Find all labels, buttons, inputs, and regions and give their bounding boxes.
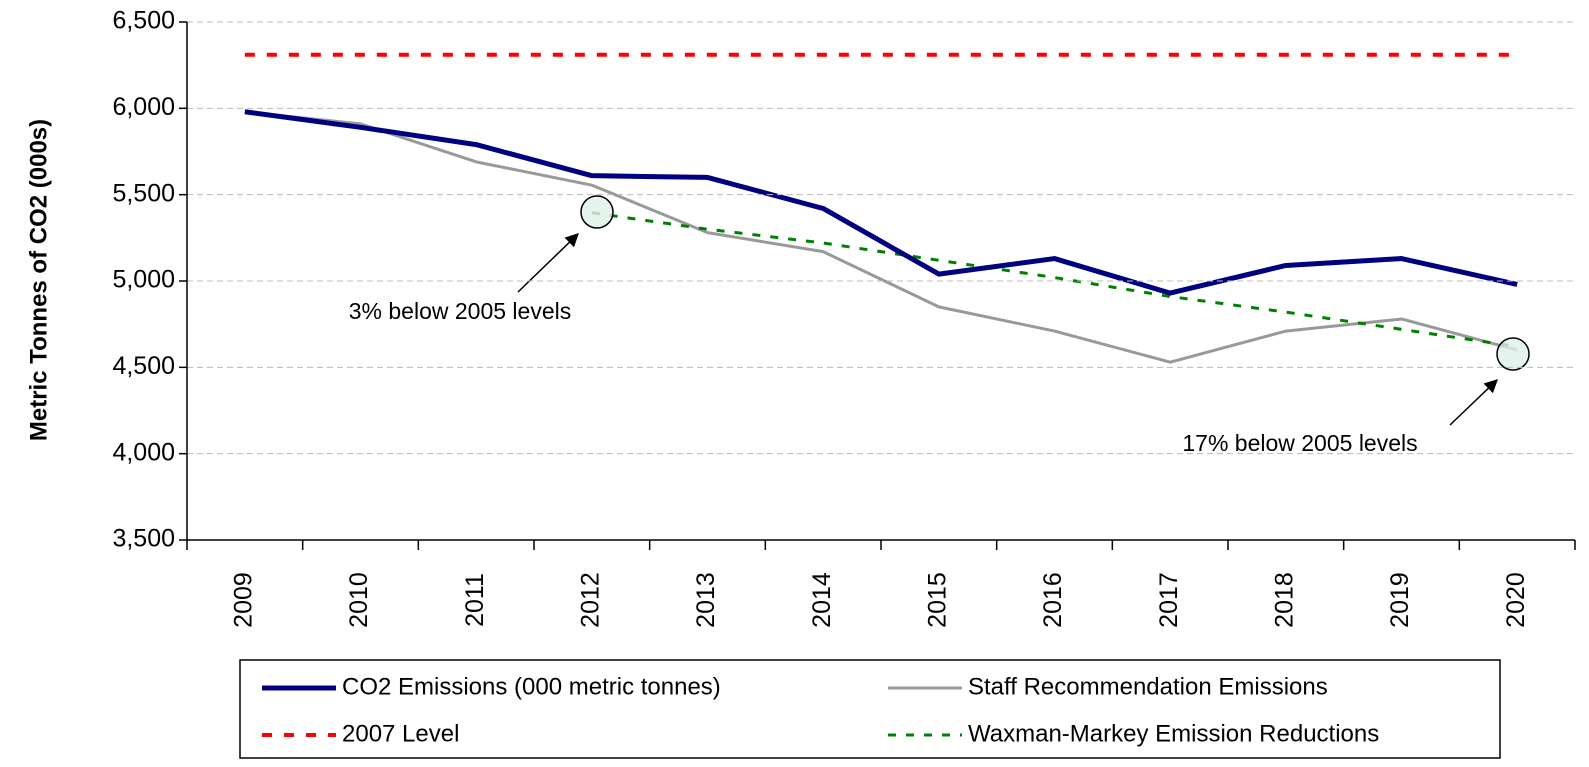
annotation: 3% below 2005 levels	[349, 298, 571, 324]
x-tick-label: 2020	[1502, 572, 1530, 628]
highlight-circle	[1496, 337, 1530, 371]
x-tick-label: 2014	[808, 572, 836, 628]
y-tick-label: 5,000	[112, 266, 175, 294]
series-line	[244, 109, 1518, 296]
legend-label: Staff Recommendation Emissions	[968, 673, 1328, 700]
series-line	[244, 110, 1518, 364]
y-tick-label: 5,500	[112, 179, 175, 207]
legend-box	[239, 659, 1501, 759]
legend-label: Waxman-Markey Emission Reductions	[968, 720, 1379, 747]
y-tick-label: 3,500	[112, 525, 175, 553]
highlight-circle	[580, 195, 614, 229]
x-tick-label: 2012	[576, 572, 604, 628]
y-tick-label: 6,500	[112, 7, 175, 35]
annotation-arrow	[517, 233, 579, 293]
y-tick-label: 4,500	[112, 352, 175, 380]
x-tick-label: 2019	[1386, 572, 1414, 628]
x-tick-label: 2013	[692, 572, 720, 628]
x-tick-label: 2018	[1270, 572, 1298, 628]
x-tick-label: 2010	[345, 572, 373, 628]
x-tick-label: 2016	[1039, 572, 1067, 628]
x-tick-label: 2009	[229, 572, 257, 628]
y-axis-title: Metric Tonnes of CO2 (000s)	[25, 119, 52, 441]
legend-label: 2007 Level	[342, 720, 459, 747]
x-tick-label: 2015	[923, 572, 951, 628]
legend-label: CO2 Emissions (000 metric tonnes)	[342, 673, 721, 700]
y-tick-label: 6,000	[112, 93, 175, 121]
x-tick-label: 2011	[461, 573, 489, 627]
series-line	[591, 211, 1518, 349]
x-tick-label: 2017	[1155, 572, 1183, 628]
annotation-arrow	[1449, 379, 1498, 426]
y-tick-label: 4,000	[112, 438, 175, 466]
annotation: 17% below 2005 levels	[1182, 430, 1417, 456]
